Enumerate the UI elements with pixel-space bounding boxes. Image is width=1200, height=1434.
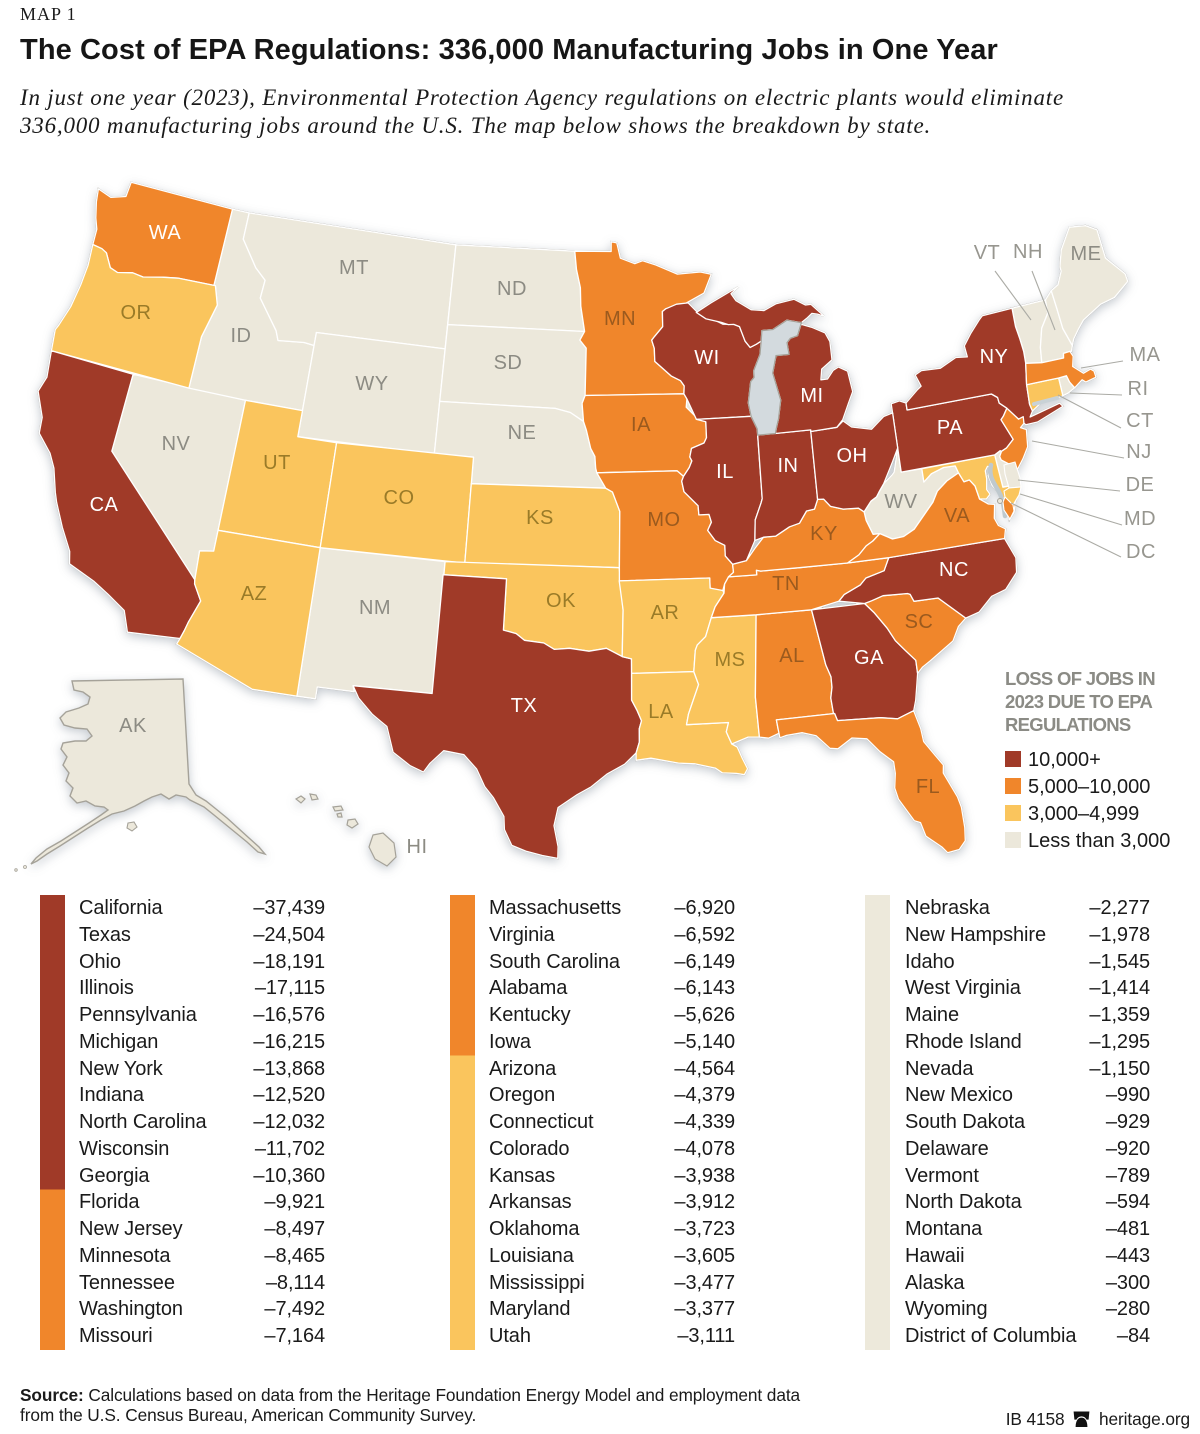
svg-text:WA: WA bbox=[149, 222, 182, 244]
svg-text:FL: FL bbox=[916, 776, 940, 798]
svg-text:NM: NM bbox=[359, 597, 391, 619]
svg-text:MO: MO bbox=[647, 509, 680, 531]
svg-text:DC: DC bbox=[1126, 541, 1156, 563]
svg-text:TN: TN bbox=[772, 573, 800, 595]
svg-text:AZ: AZ bbox=[241, 583, 268, 605]
svg-text:MI: MI bbox=[800, 385, 823, 407]
svg-text:NC: NC bbox=[939, 559, 969, 581]
svg-text:CO: CO bbox=[384, 487, 415, 509]
svg-text:SD: SD bbox=[494, 352, 523, 374]
svg-text:CA: CA bbox=[90, 494, 119, 516]
svg-text:ME: ME bbox=[1071, 243, 1102, 265]
svg-text:PA: PA bbox=[937, 417, 963, 439]
svg-text:IL: IL bbox=[716, 461, 734, 483]
svg-text:NE: NE bbox=[508, 422, 537, 444]
svg-text:DE: DE bbox=[1126, 474, 1155, 496]
svg-text:GA: GA bbox=[854, 647, 884, 669]
svg-text:SC: SC bbox=[905, 611, 934, 633]
svg-text:ID: ID bbox=[231, 325, 252, 347]
svg-text:MA: MA bbox=[1130, 344, 1161, 366]
svg-text:OK: OK bbox=[546, 590, 576, 612]
svg-text:AR: AR bbox=[651, 602, 680, 624]
svg-text:NH: NH bbox=[1013, 241, 1043, 263]
svg-text:AK: AK bbox=[119, 715, 147, 737]
svg-text:HI: HI bbox=[407, 836, 428, 858]
svg-text:LA: LA bbox=[648, 701, 674, 723]
svg-text:TX: TX bbox=[511, 695, 538, 717]
svg-text:KY: KY bbox=[810, 523, 838, 545]
svg-text:WY: WY bbox=[355, 373, 388, 395]
svg-text:NJ: NJ bbox=[1126, 441, 1151, 463]
svg-text:IN: IN bbox=[778, 455, 799, 477]
svg-text:OR: OR bbox=[121, 302, 152, 324]
svg-text:MS: MS bbox=[715, 649, 746, 671]
svg-text:IA: IA bbox=[631, 414, 651, 436]
svg-text:KS: KS bbox=[526, 507, 554, 529]
svg-text:MD: MD bbox=[1124, 508, 1156, 530]
svg-text:ND: ND bbox=[497, 278, 527, 300]
svg-text:VT: VT bbox=[974, 242, 1001, 264]
svg-text:RI: RI bbox=[1128, 378, 1149, 400]
svg-text:UT: UT bbox=[263, 452, 291, 474]
svg-text:AL: AL bbox=[779, 645, 804, 667]
svg-text:NV: NV bbox=[162, 433, 191, 455]
svg-text:WV: WV bbox=[884, 491, 917, 513]
svg-text:CT: CT bbox=[1126, 410, 1154, 432]
svg-text:MT: MT bbox=[339, 257, 369, 279]
svg-text:WI: WI bbox=[694, 347, 719, 369]
svg-text:MN: MN bbox=[604, 308, 636, 330]
svg-text:VA: VA bbox=[944, 505, 970, 527]
svg-text:NY: NY bbox=[980, 346, 1009, 368]
svg-text:OH: OH bbox=[837, 445, 868, 467]
